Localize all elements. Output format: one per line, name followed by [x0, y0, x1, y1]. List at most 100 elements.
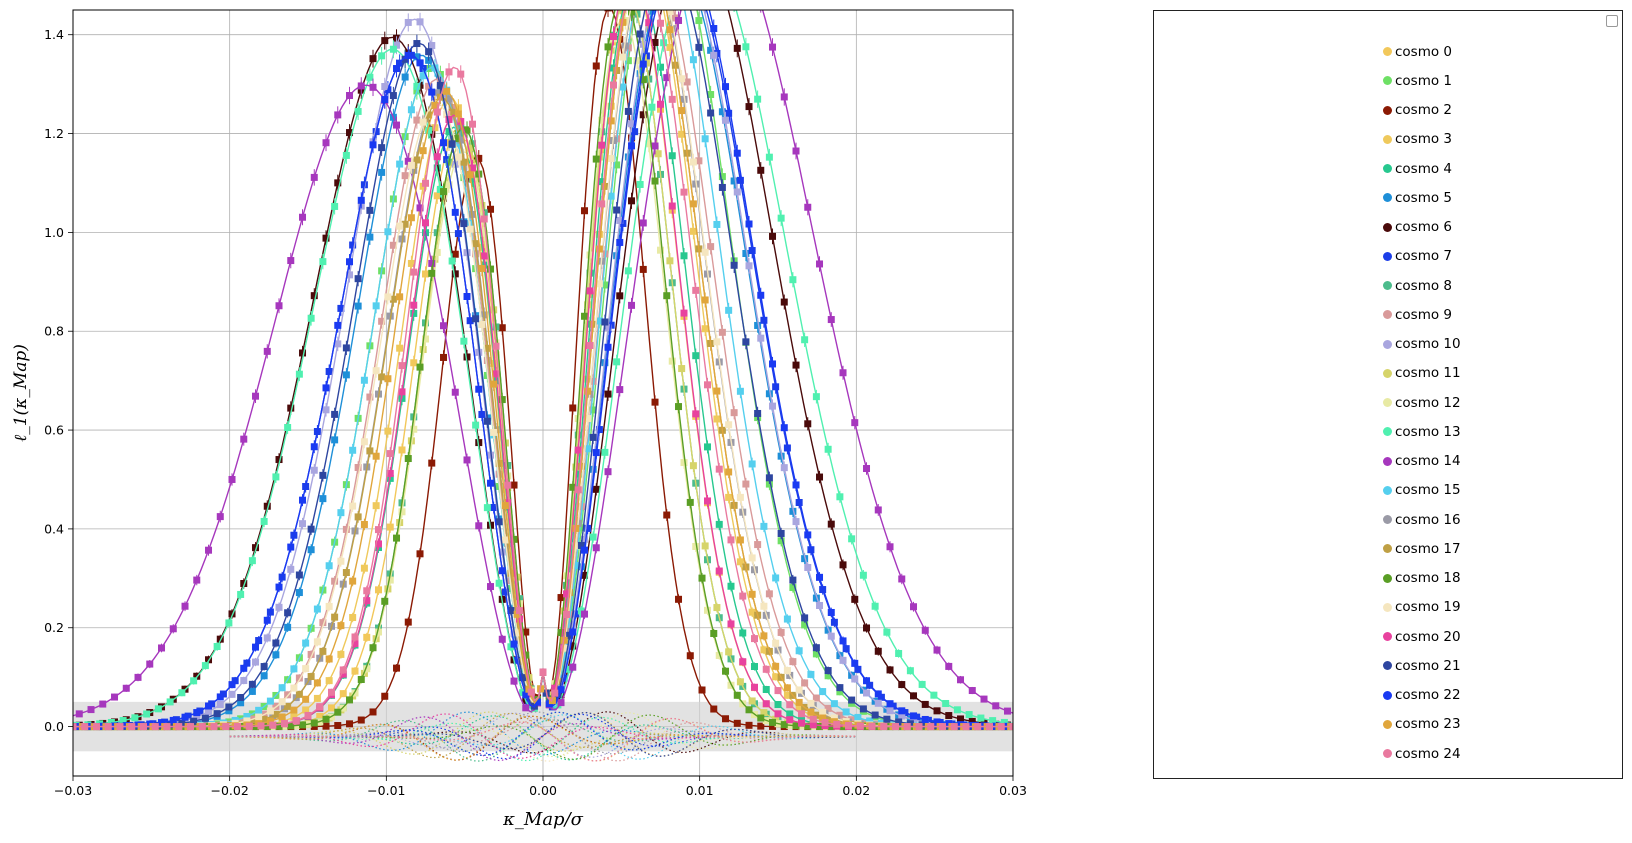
- data-marker: [451, 250, 459, 258]
- data-marker: [266, 717, 274, 725]
- data-marker: [880, 722, 888, 730]
- data-marker: [668, 202, 676, 210]
- data-marker: [745, 721, 753, 729]
- data-marker: [325, 602, 333, 610]
- data-marker: [433, 248, 441, 256]
- data-marker: [469, 120, 476, 128]
- data-marker: [255, 706, 263, 714]
- data-marker: [695, 43, 703, 51]
- data-marker: [730, 177, 738, 185]
- data-marker: [342, 371, 350, 379]
- data-marker: [655, 0, 662, 4]
- data-marker: [769, 718, 777, 726]
- legend-label: cosmo 22: [1395, 687, 1461, 704]
- data-marker: [733, 691, 741, 699]
- data-marker: [410, 301, 418, 309]
- data-marker: [730, 409, 738, 417]
- legend-label: cosmo 9: [1395, 306, 1453, 323]
- data-marker: [715, 651, 723, 659]
- data-marker: [910, 712, 918, 720]
- data-marker: [760, 632, 768, 640]
- legend-item: cosmo 19: [1383, 593, 1461, 622]
- data-marker: [375, 526, 382, 534]
- legend-label: cosmo 20: [1395, 628, 1461, 645]
- data-marker: [351, 633, 359, 641]
- data-marker: [75, 710, 83, 718]
- data-marker: [260, 517, 268, 525]
- data-marker: [222, 723, 230, 731]
- data-marker: [789, 658, 797, 666]
- data-marker: [475, 522, 483, 530]
- data-marker: [363, 587, 371, 595]
- data-marker: [307, 546, 315, 554]
- data-marker: [713, 387, 721, 395]
- legend-item: cosmo 12: [1383, 388, 1461, 417]
- data-marker: [760, 522, 768, 530]
- legend-marker: [1383, 105, 1392, 115]
- data-marker: [769, 43, 777, 51]
- data-marker: [680, 459, 688, 467]
- data-marker: [551, 684, 559, 692]
- data-marker: [692, 352, 700, 360]
- data-marker: [478, 264, 486, 272]
- data-marker: [581, 571, 589, 579]
- data-marker: [378, 373, 386, 381]
- data-marker: [307, 673, 315, 681]
- data-marker: [375, 628, 382, 636]
- data-marker: [804, 531, 812, 539]
- data-marker: [451, 208, 459, 216]
- data-marker: [310, 443, 318, 451]
- data-marker: [266, 707, 274, 715]
- data-marker: [151, 723, 159, 731]
- data-marker: [272, 639, 280, 647]
- legend-label: cosmo 17: [1395, 540, 1461, 557]
- x-axis-label: κ_Map/σ: [502, 809, 584, 830]
- data-marker: [557, 686, 565, 694]
- data-marker: [510, 481, 518, 489]
- data-marker: [883, 628, 891, 636]
- data-marker: [354, 463, 362, 471]
- data-marker: [639, 60, 647, 68]
- data-marker: [584, 445, 592, 453]
- data-marker: [354, 107, 362, 115]
- data-marker: [769, 402, 777, 410]
- data-marker: [428, 269, 436, 277]
- data-marker: [1016, 723, 1023, 730]
- data-marker: [809, 721, 817, 729]
- data-marker: [657, 63, 664, 71]
- data-marker: [572, 463, 580, 471]
- data-marker: [581, 207, 589, 215]
- data-marker: [760, 646, 768, 654]
- data-marker: [1019, 723, 1026, 730]
- legend-marker: [1383, 749, 1392, 759]
- legend-checkbox[interactable]: [1606, 15, 1618, 27]
- data-marker: [668, 152, 676, 160]
- data-marker: [704, 497, 711, 505]
- data-marker: [812, 393, 820, 401]
- legend-item: cosmo 3: [1383, 125, 1461, 154]
- data-marker: [772, 673, 780, 681]
- data-marker: [836, 688, 844, 696]
- legend-label: cosmo 19: [1395, 599, 1461, 616]
- data-marker: [730, 261, 738, 269]
- data-marker: [863, 624, 871, 632]
- data-marker: [527, 688, 535, 696]
- data-marker: [678, 365, 686, 373]
- data-marker: [463, 292, 471, 300]
- data-marker: [997, 723, 1005, 731]
- data-marker: [237, 694, 245, 702]
- data-marker: [1012, 720, 1013, 728]
- data-marker: [789, 276, 797, 284]
- data-marker: [460, 337, 468, 345]
- data-marker: [765, 474, 773, 482]
- y-tick-label: 0.0: [44, 719, 64, 734]
- data-marker: [284, 702, 292, 710]
- data-marker: [616, 0, 623, 1]
- data-marker: [783, 684, 791, 692]
- data-marker: [748, 247, 756, 255]
- data-marker: [384, 228, 392, 236]
- data-marker: [360, 564, 368, 572]
- data-marker: [457, 136, 465, 144]
- data-marker: [827, 608, 835, 616]
- data-marker: [804, 203, 812, 211]
